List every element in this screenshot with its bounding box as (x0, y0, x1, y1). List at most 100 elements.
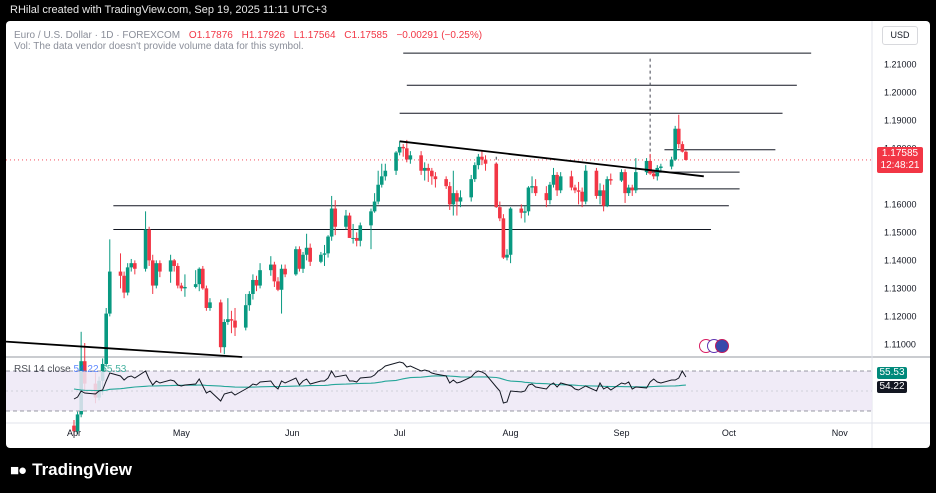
candle-body (351, 237, 355, 239)
candle-body (147, 229, 151, 261)
candle-body (143, 229, 148, 269)
rsi-legend: RSI 14 close 54.22 55.53 (14, 364, 126, 375)
candle-body (304, 247, 309, 255)
candle-body (483, 159, 488, 164)
candle-body (673, 128, 677, 160)
candle-body (175, 265, 180, 286)
rsi-ma-tag: 55.53 (877, 367, 907, 379)
candle-body (501, 218, 506, 258)
candle-body (519, 208, 524, 213)
candle-body (122, 275, 126, 293)
candle-body (422, 167, 427, 171)
chart-canvas[interactable]: 1.210001.200001.190001.180001.160001.150… (6, 21, 930, 448)
candle-body (651, 173, 656, 177)
rsi-legend-value: 54.22 (73, 364, 99, 375)
y-tick-label: 1.15000 (884, 227, 917, 237)
candle-body (469, 179, 474, 198)
candle-body (608, 179, 613, 181)
trendline (6, 340, 243, 358)
candle-body (158, 263, 162, 272)
candle-body (498, 207, 502, 219)
tradingview-logo-icon: ■● (10, 462, 27, 479)
candle-body (272, 264, 277, 282)
candle-body (379, 176, 384, 185)
candle-body (419, 155, 423, 171)
x-tick-label: Sep (613, 428, 629, 438)
candle-body (197, 268, 202, 285)
candle-body (204, 288, 209, 308)
candle-body (408, 155, 413, 160)
candle-body (684, 151, 688, 160)
candle-body (601, 190, 606, 206)
rsi-legend-ma: 55.53 (101, 364, 127, 375)
candle-body (605, 179, 609, 206)
candle-body (505, 254, 509, 258)
candles (72, 114, 688, 436)
candle-body (218, 302, 223, 348)
candle-body (358, 225, 363, 241)
candle-body (129, 263, 134, 268)
candle-body (576, 190, 581, 192)
candle-body (329, 208, 334, 237)
candle-body (548, 184, 552, 201)
symbol-legend: Euro / U.S. Dollar · 1D · FOREXCOM O1.17… (14, 29, 482, 42)
event-icon[interactable] (715, 339, 729, 353)
rsi-legend-title: RSI 14 close (14, 364, 71, 375)
candle-body (344, 215, 348, 227)
candle-body (75, 414, 80, 432)
candle-body (551, 174, 556, 185)
candle-body (258, 270, 262, 286)
currency-button[interactable]: USD (882, 26, 918, 45)
y-tick-label: 1.19000 (884, 115, 917, 125)
candle-body (168, 260, 173, 272)
y-tick-label: 1.12000 (884, 311, 917, 321)
candle-body (659, 166, 663, 168)
candle-body (354, 237, 359, 241)
candle-body (430, 170, 434, 177)
ohlc-high: H1.17926 (241, 30, 286, 41)
candle-body (279, 268, 284, 290)
candle-body (133, 263, 137, 269)
candle-body (276, 281, 280, 290)
candle-body (397, 146, 402, 153)
candle-body (179, 285, 184, 289)
candle-body (376, 184, 380, 202)
candle-body (626, 187, 631, 194)
last-price-tag: 1.17585 12:48:21 (877, 147, 923, 173)
candle-body (401, 146, 406, 149)
candle-body (526, 187, 531, 212)
candle-body (451, 193, 456, 205)
attribution-text: RHilal created with TradingView.com, Sep… (10, 4, 328, 16)
candle-body (394, 152, 398, 171)
candle-body (297, 249, 302, 269)
x-tick-label: Apr (67, 428, 81, 438)
y-tick-label: 1.11000 (884, 339, 916, 349)
rsi-ma-line (73, 375, 686, 392)
trendlines (6, 140, 704, 358)
candle-body (676, 128, 681, 145)
candle-body (229, 319, 234, 321)
candle-body (583, 170, 588, 202)
candle-body (573, 187, 577, 191)
candle-body (558, 176, 563, 191)
candle-body (523, 211, 527, 213)
candle-body (530, 186, 534, 188)
candle-body (222, 321, 227, 348)
y-tick-label: 1.20000 (884, 87, 917, 97)
x-tick-label: Nov (832, 428, 849, 438)
candle-body (508, 208, 513, 255)
chart-frame[interactable]: 1.210001.200001.190001.180001.160001.150… (6, 21, 930, 448)
candle-body (383, 170, 388, 177)
candle-body (648, 160, 652, 174)
ohlc-low: L1.17564 (293, 30, 336, 41)
candle-body (226, 319, 230, 322)
candle-body (569, 176, 574, 188)
x-tick-label: Oct (722, 428, 737, 438)
tradingview-logo: ■● TradingView (10, 460, 132, 480)
candle-body (247, 293, 252, 306)
candle-body (104, 313, 108, 365)
candle-body (404, 148, 409, 160)
candle-body (544, 193, 549, 201)
candle-body (472, 165, 477, 180)
economic-events[interactable] (699, 339, 731, 353)
